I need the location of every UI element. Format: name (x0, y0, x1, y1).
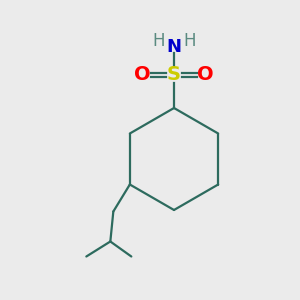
Text: O: O (134, 65, 151, 85)
Text: N: N (167, 38, 182, 56)
Text: S: S (167, 65, 181, 85)
Text: H: H (152, 32, 165, 50)
Text: H: H (183, 32, 196, 50)
Text: O: O (197, 65, 214, 85)
